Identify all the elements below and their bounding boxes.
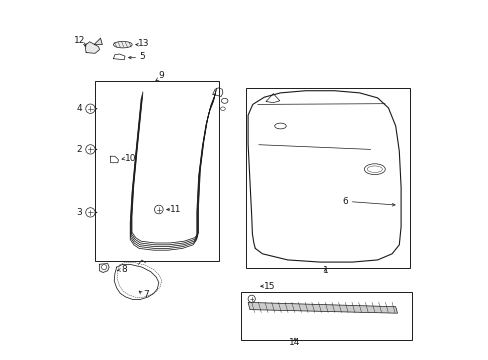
Bar <box>95 81 219 261</box>
Text: 12: 12 <box>74 36 85 45</box>
Ellipse shape <box>221 98 227 103</box>
Ellipse shape <box>220 107 225 111</box>
Ellipse shape <box>113 41 132 48</box>
Text: 3: 3 <box>76 208 81 217</box>
Circle shape <box>154 205 163 214</box>
Text: 2: 2 <box>76 145 81 154</box>
Circle shape <box>247 295 255 302</box>
Text: 9: 9 <box>158 71 163 80</box>
Polygon shape <box>247 302 397 313</box>
Circle shape <box>85 145 95 154</box>
Circle shape <box>102 265 106 270</box>
Circle shape <box>85 208 95 217</box>
Text: 7: 7 <box>143 290 149 299</box>
Text: 5: 5 <box>139 52 144 61</box>
Text: 1: 1 <box>322 266 328 275</box>
Text: 4: 4 <box>76 104 81 113</box>
Text: 13: 13 <box>138 40 149 49</box>
Text: 8: 8 <box>121 266 126 274</box>
Polygon shape <box>99 264 109 273</box>
Polygon shape <box>94 38 102 45</box>
Text: 15: 15 <box>264 282 275 291</box>
Text: 10: 10 <box>125 154 137 163</box>
Ellipse shape <box>274 123 285 129</box>
Bar <box>241 292 411 340</box>
Circle shape <box>85 104 95 113</box>
Text: 6: 6 <box>342 197 347 206</box>
Bar <box>246 88 409 268</box>
Ellipse shape <box>366 166 382 172</box>
Text: 14: 14 <box>288 338 300 347</box>
Ellipse shape <box>364 164 385 175</box>
Text: 11: 11 <box>170 205 182 214</box>
Polygon shape <box>85 42 99 53</box>
